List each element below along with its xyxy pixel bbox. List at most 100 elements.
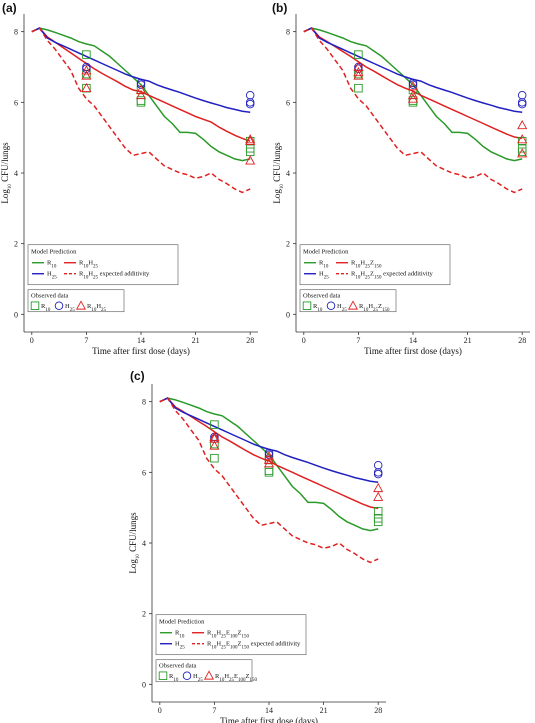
panel-letter: (c)	[130, 369, 145, 383]
observed-square-point	[136, 96, 146, 105]
model-legend-label: R10	[175, 630, 185, 640]
observed-legend-label: R10	[41, 303, 51, 313]
x-tick-label: 0	[302, 336, 306, 345]
observed-legend-label: H25	[337, 303, 347, 313]
observed-circle-point	[136, 80, 146, 89]
observed-circle-point	[517, 91, 527, 100]
observed-circle-point	[373, 461, 383, 470]
observed-legend-title: Observed data	[31, 293, 68, 300]
observed-legend-box	[155, 659, 253, 683]
observed-triangle-point	[517, 148, 528, 158]
y-tick-label: 8	[286, 28, 290, 37]
y-axis-label: Log10 CFU/lungs	[128, 512, 141, 574]
observed-legend-title: Observed data	[159, 663, 196, 670]
model-legend-label: R10H25	[79, 260, 99, 270]
observed-legend-marker	[75, 300, 87, 310]
x-tick-label: 14	[265, 706, 273, 715]
series-line-h25	[303, 27, 523, 113]
observed-legend-marker	[182, 671, 192, 680]
observed-legend-marker	[158, 671, 168, 680]
observed-legend-label: H25	[193, 673, 203, 683]
x-tick-label: 7	[84, 336, 88, 345]
x-tick-label: 28	[246, 336, 254, 345]
observed-triangle-point	[373, 491, 384, 501]
observed-legend-label: R10H25E100Z150	[215, 673, 258, 683]
observed-legend-label: R10H25Z150	[359, 303, 390, 313]
observed-triangle-point	[407, 93, 419, 103]
observed-square-point	[517, 147, 527, 157]
observed-square-point	[373, 517, 383, 527]
y-tick-label: 0	[14, 310, 18, 319]
observed-circle-point	[408, 80, 418, 89]
observed-circle-point	[82, 64, 91, 74]
x-tick-label: 21	[320, 706, 328, 715]
x-axis-label: Time after first dose (days)	[92, 346, 190, 356]
series-line-h25	[31, 27, 251, 113]
observed-triangle-point	[81, 70, 92, 80]
observed-legend-marker	[347, 300, 359, 310]
y-axis-label: Log10 CFU/lungs	[0, 142, 13, 204]
x-axis-label: Time after first dose (days)	[220, 716, 318, 723]
observed-square-point	[210, 453, 219, 463]
model-legend-label: R10H25 expected additivity	[79, 271, 150, 281]
series-line-r10	[303, 27, 523, 162]
model-legend-title: Model Prediction	[31, 249, 77, 256]
series-line-r10h25-expected-additivity	[31, 27, 251, 194]
observed-triangle-point	[517, 134, 528, 144]
model-legend-box	[299, 244, 451, 286]
observed-triangle-point	[81, 82, 92, 93]
observed-triangle-point	[407, 81, 419, 91]
observed-square-point	[408, 96, 418, 105]
model-legend-title: Model Prediction	[159, 619, 205, 626]
observed-circle-point	[373, 468, 383, 477]
observed-circle-point	[517, 98, 527, 107]
observed-square-point	[264, 468, 274, 477]
observed-triangle-point	[353, 70, 364, 80]
x-axis-label: Time after first dose (days)	[364, 346, 462, 356]
x-tick-label: 28	[374, 706, 382, 715]
y-tick-label: 6	[286, 98, 290, 107]
observed-triangle-point	[135, 89, 147, 100]
observed-square-point	[210, 420, 219, 429]
observed-square-point	[136, 98, 146, 107]
observed-triangle-point	[373, 482, 384, 493]
observed-legend-title: Observed data	[303, 293, 340, 300]
y-tick-label: 8	[142, 398, 146, 407]
observed-square-point	[264, 466, 274, 475]
series-line-h25	[159, 397, 379, 483]
chart-panel-c: (c) 0 7 14 21 28 0 2 4 6 8 Time after first dose (d…	[128, 369, 386, 723]
observed-circle-point	[517, 99, 527, 109]
model-legend-label: R10	[319, 260, 329, 270]
observed-triangle-point	[245, 134, 256, 144]
observed-square-point	[354, 83, 363, 93]
chart-panel-a: (a) 0 7 14 21 28 0 2 4 6 8 Time after first dose (d…	[0, 1, 258, 356]
observed-legend-label: R10	[313, 303, 323, 313]
x-tick-label: 0	[30, 336, 34, 345]
observed-triangle-point	[209, 431, 220, 441]
observed-legend-marker	[30, 301, 40, 310]
y-tick-label: 2	[14, 240, 18, 249]
series-line-r10h25e100z150-expected-additivity	[159, 397, 379, 564]
observed-triangle-point	[209, 440, 220, 450]
model-legend-label: R10H25E100Z150 expected additivity	[207, 641, 301, 651]
x-tick-label: 14	[137, 336, 145, 345]
y-tick-label: 0	[286, 310, 290, 319]
model-legend-label: H25	[47, 271, 57, 281]
observed-triangle-point	[135, 84, 147, 94]
observed-legend-box	[299, 289, 397, 313]
observed-circle-point	[245, 99, 255, 109]
model-legend-label: R10	[47, 260, 57, 270]
observed-legend-box	[27, 289, 125, 313]
observed-legend-label: R10H25	[87, 303, 107, 313]
model-legend-label: R10H25Z150 expected additivity	[351, 271, 434, 281]
panel-letter: (b)	[272, 1, 287, 15]
observed-square-point	[373, 506, 383, 516]
x-tick-label: 28	[518, 336, 526, 345]
observed-legend-marker	[326, 301, 336, 310]
observed-triangle-point	[245, 155, 256, 165]
y-tick-label: 4	[14, 169, 18, 178]
x-tick-label: 21	[464, 336, 472, 345]
y-tick-label: 0	[142, 680, 146, 689]
series-line-r10h25e100z150	[159, 397, 379, 510]
